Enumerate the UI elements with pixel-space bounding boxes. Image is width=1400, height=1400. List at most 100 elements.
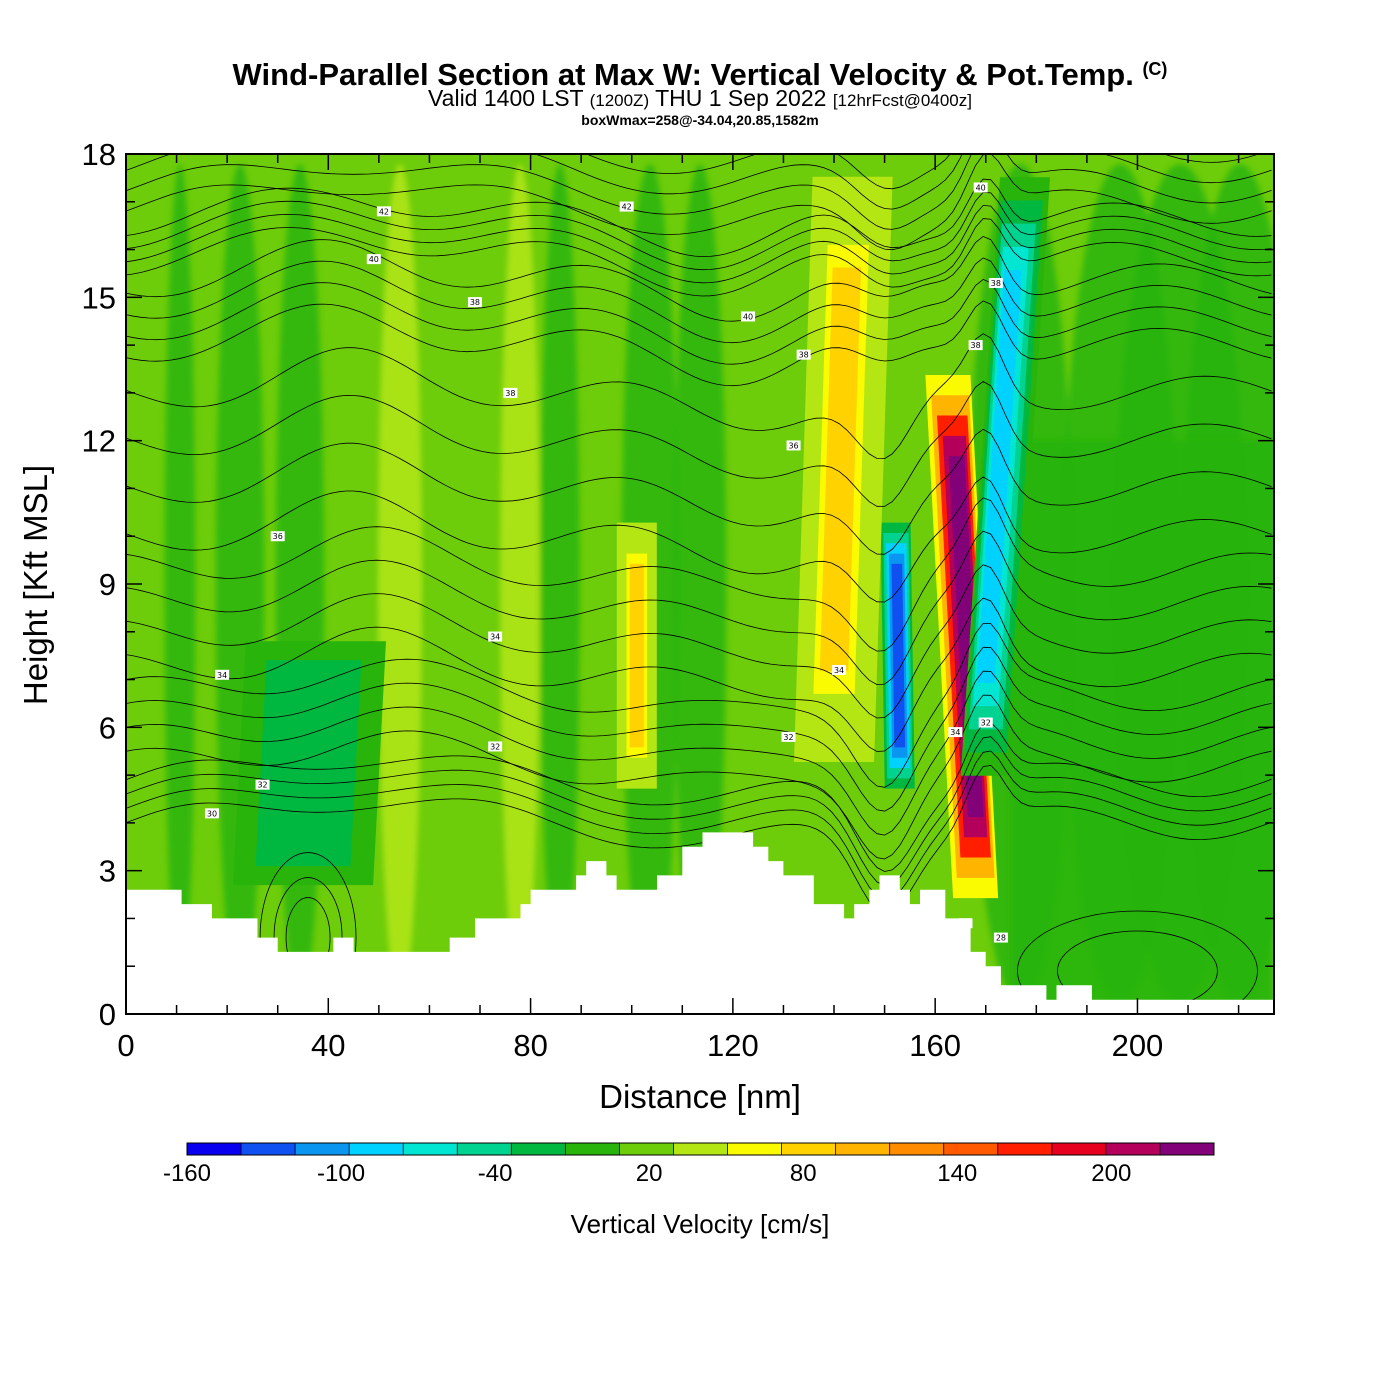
isentrope-line: [126, 646, 1272, 812]
x-tick-label: 40: [311, 1028, 345, 1063]
velocity-band-3-4: [819, 267, 861, 672]
isentrope-closed: [259, 852, 357, 1014]
contour-label-text: 34: [950, 728, 960, 737]
contour-label-bg: [796, 349, 811, 360]
contour-label-bg: [467, 297, 482, 308]
contour-label: 32: [255, 779, 270, 790]
contour-label: 40: [741, 311, 756, 322]
isentrope-line: [126, 333, 1272, 460]
colorbar-swatch: [997, 1143, 1053, 1155]
contour-label-text: 28: [996, 934, 1006, 943]
velocity-band-1-4: [976, 270, 1022, 683]
title-block: Wind-Parallel Section at Max W: Vertical…: [0, 52, 1400, 128]
colorbar-swatch: [403, 1143, 458, 1155]
contour-label: 34: [488, 631, 503, 642]
contour-label: 42: [619, 201, 634, 212]
contour-label-bg: [988, 278, 1003, 288]
y-tick-label: 3: [99, 854, 116, 889]
field-east-downdraft: [1011, 440, 1274, 1014]
contour-label-bg: [948, 727, 963, 738]
contour-label: 38: [968, 340, 983, 351]
velocity-band-4-4: [629, 563, 644, 748]
contour-label-bg: [978, 717, 993, 728]
isentrope-line: [126, 428, 1272, 555]
contour-label: 34: [215, 669, 230, 680]
contour-label-bg: [741, 311, 756, 322]
contour-label-text: 34: [490, 633, 500, 642]
colorbar-swatch: [1159, 1143, 1215, 1155]
isentrope-line: [126, 154, 1272, 230]
contour-label-text: 42: [622, 203, 632, 212]
contour-label-bg: [204, 808, 219, 819]
contour-label-bg: [619, 201, 634, 212]
x-tick-label: 160: [909, 1028, 961, 1063]
contour-label: 36: [270, 531, 285, 542]
contour-label: 38: [467, 297, 482, 308]
isentrope-line: [126, 750, 1272, 901]
contour-label-text: 40: [369, 255, 379, 264]
contour-label-bg: [215, 669, 230, 680]
y-tick-label: 6: [99, 710, 116, 745]
terrain-mask: [126, 832, 1274, 1014]
field-stripe: [378, 164, 422, 1004]
contour-label-text: 40: [743, 312, 753, 321]
x-axis-title: Distance [nm]: [599, 1078, 801, 1115]
colorbar-tick-label: -40: [478, 1160, 513, 1187]
contour-label-text: 42: [379, 207, 389, 216]
colorbar-swatch: [565, 1143, 620, 1155]
isentrope-line: [126, 300, 1272, 387]
colorbar-swatch: [673, 1143, 729, 1155]
isentrope-line: [126, 736, 1272, 887]
colorbar-swatch: [943, 1143, 999, 1155]
contour-label-bg: [376, 206, 391, 217]
colorbar-tick-label: 200: [1091, 1160, 1131, 1187]
colorbar-tick-label: -160: [163, 1160, 211, 1187]
x-tick-label: 80: [513, 1028, 547, 1063]
isentrope-line: [126, 564, 1272, 719]
box-wmax-line: boxWmax=258@-34.04,20.85,1582m: [581, 112, 819, 128]
colorbar-swatch: [619, 1143, 674, 1155]
colorbar-tick-label: 140: [937, 1160, 977, 1187]
contour-label-text: 36: [788, 441, 798, 450]
contour-label: 38: [503, 387, 518, 398]
contour-label: 36: [786, 440, 801, 451]
contour-label: 32: [781, 731, 796, 742]
contour-label-text: 36: [273, 532, 283, 541]
valid-prefix: Valid 1400 LST: [428, 85, 584, 111]
contour-label-text: 38: [505, 389, 515, 398]
velocity-features: [232, 176, 1051, 899]
isentrope-line: [126, 218, 1272, 297]
colorbar-title: Vertical Velocity [cm/s]: [571, 1209, 830, 1239]
contour-label: 40: [366, 254, 381, 265]
valid-date: THU 1 Sep 2022: [655, 85, 827, 111]
colorbar-swatch: [349, 1143, 404, 1155]
contour-label: 34: [832, 665, 847, 675]
isentrope-line: [126, 670, 1272, 836]
isentrope-line: [126, 178, 1272, 258]
contour-label-bg: [968, 340, 983, 351]
y-axis-title: Height [Kft MSL]: [17, 465, 54, 705]
contour-label-text: 38: [991, 279, 1001, 288]
contour-label-bg: [832, 665, 847, 675]
chart-title: Wind-Parallel Section at Max W: Vertical…: [0, 52, 1400, 92]
contour-label-bg: [503, 387, 518, 398]
colorbar-swatch: [889, 1143, 945, 1155]
contour-label-text: 40: [976, 183, 986, 192]
contour-label-bg: [270, 531, 285, 542]
isentrope-line: [126, 191, 1272, 271]
contour-label: 32: [978, 717, 993, 728]
colorbar-tick-label: 80: [790, 1160, 817, 1187]
contour-label-text: 38: [971, 341, 981, 350]
valid-time-line: Valid 1400 LST (1200Z) THU 1 Sep 2022 [1…: [0, 86, 1400, 113]
colorbar-tick-label: 20: [636, 1160, 663, 1187]
plot-area: 42 40 38 38 42 40 38 36 36 34 34 34 32 32 32 30 34 32 40 38…: [126, 154, 1274, 1014]
isentrope-line: [126, 497, 1272, 652]
contour-label: 40: [973, 182, 988, 193]
chart-title-text: Wind-Parallel Section at Max W: Vertical…: [232, 57, 1134, 92]
contour-label-text: 30: [207, 809, 217, 818]
y-tick-label: 15: [82, 280, 116, 315]
colorbar-swatch: [1105, 1143, 1161, 1155]
contour-label: 32: [488, 741, 503, 752]
